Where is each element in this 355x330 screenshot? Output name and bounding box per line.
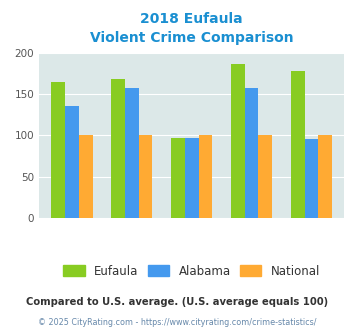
Bar — [111, 79, 125, 218]
Bar — [318, 135, 332, 218]
Bar — [198, 135, 212, 218]
Bar — [171, 138, 185, 218]
Title: 2018 Eufaula
Violent Crime Comparison: 2018 Eufaula Violent Crime Comparison — [90, 12, 294, 45]
Bar — [291, 71, 305, 218]
Text: Compared to U.S. average. (U.S. average equals 100): Compared to U.S. average. (U.S. average … — [26, 297, 329, 307]
Bar — [139, 135, 153, 218]
Legend: Eufaula, Alabama, National: Eufaula, Alabama, National — [59, 260, 325, 282]
Bar — [51, 82, 65, 218]
Bar — [185, 138, 198, 218]
Bar — [125, 88, 139, 218]
Bar — [305, 139, 318, 218]
Bar — [258, 135, 272, 218]
Bar — [79, 135, 93, 218]
Bar — [65, 106, 79, 218]
Bar — [245, 88, 258, 218]
Bar — [231, 64, 245, 218]
Text: © 2025 CityRating.com - https://www.cityrating.com/crime-statistics/: © 2025 CityRating.com - https://www.city… — [38, 318, 317, 327]
